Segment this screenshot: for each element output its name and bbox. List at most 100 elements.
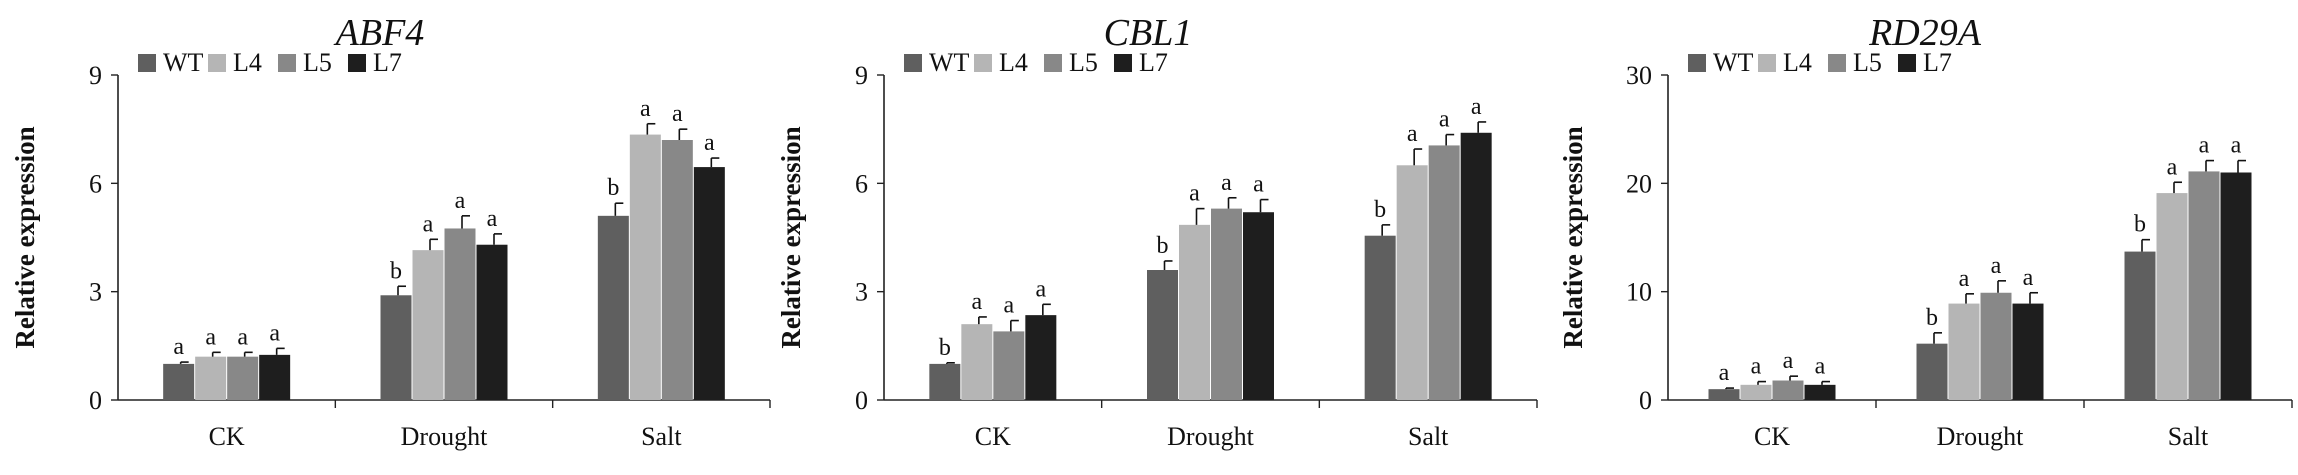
significance-label: a bbox=[640, 96, 651, 122]
legend-label-l5: L5 bbox=[1853, 48, 1882, 77]
bar-l4-salt bbox=[629, 134, 661, 401]
legend-label-wt: WT bbox=[929, 48, 970, 77]
significance-label: a bbox=[269, 320, 280, 346]
significance-label: a bbox=[672, 101, 683, 127]
y-tick-label: 0 bbox=[89, 386, 102, 415]
bar-l7-ck bbox=[1804, 384, 1836, 400]
x-tick-label: Drought bbox=[1167, 422, 1254, 451]
legend-swatch-wt bbox=[1688, 54, 1706, 72]
legend-label-wt: WT bbox=[163, 48, 204, 77]
significance-label: a bbox=[2199, 133, 2210, 159]
x-tick-label: CK bbox=[209, 422, 245, 451]
bar-l5-ck bbox=[227, 356, 259, 400]
y-tick-label: 6 bbox=[855, 169, 868, 198]
significance-label: a bbox=[1439, 107, 1450, 133]
bar-wt-ck bbox=[163, 363, 195, 400]
legend-swatch-wt bbox=[138, 54, 156, 72]
significance-label: b bbox=[1374, 197, 1386, 223]
significance-label: a bbox=[2023, 265, 2034, 291]
bar-wt-drought bbox=[1916, 343, 1948, 400]
significance-label: a bbox=[1991, 253, 2002, 279]
x-tick-label: Drought bbox=[1937, 422, 2024, 451]
bar-l5-salt bbox=[1428, 145, 1460, 400]
significance-label: a bbox=[423, 211, 434, 237]
significance-label: a bbox=[1471, 94, 1482, 120]
legend-label-l7: L7 bbox=[1139, 48, 1168, 77]
significance-label: a bbox=[704, 130, 715, 156]
bar-l5-ck bbox=[993, 331, 1025, 400]
bar-l5-drought bbox=[1980, 292, 2012, 400]
bar-l7-drought bbox=[2012, 303, 2044, 400]
significance-label: a bbox=[1253, 172, 1264, 198]
significance-label: a bbox=[237, 324, 248, 350]
x-tick-label: Salt bbox=[1408, 422, 1449, 451]
legend-swatch-l7 bbox=[348, 54, 366, 72]
y-tick-label: 6 bbox=[89, 169, 102, 198]
bar-l4-salt bbox=[2156, 193, 2188, 400]
significance-label: a bbox=[1036, 276, 1047, 302]
legend-label-wt: WT bbox=[1713, 48, 1754, 77]
significance-label: a bbox=[173, 334, 184, 360]
bar-wt-salt bbox=[1364, 235, 1396, 400]
chart-title: RD29A bbox=[1868, 12, 1982, 54]
bar-wt-ck bbox=[929, 363, 961, 400]
chart-title: ABF4 bbox=[333, 12, 425, 54]
y-axis-label: Relative expression bbox=[776, 126, 806, 348]
significance-label: a bbox=[1189, 181, 1200, 207]
y-tick-label: 9 bbox=[855, 61, 868, 90]
bar-l4-salt bbox=[1396, 165, 1428, 400]
legend-label-l4: L4 bbox=[233, 48, 262, 77]
y-tick-label: 10 bbox=[1626, 278, 1652, 307]
bar-l7-drought bbox=[476, 244, 508, 400]
significance-label: a bbox=[1751, 354, 1762, 380]
significance-label: a bbox=[1221, 170, 1232, 196]
bar-l7-salt bbox=[2220, 172, 2252, 400]
bar-l4-ck bbox=[1740, 384, 1772, 400]
bar-l5-salt bbox=[2188, 171, 2220, 400]
legend-swatch-l4 bbox=[208, 54, 226, 72]
significance-label: a bbox=[972, 289, 983, 315]
legend-swatch-l5 bbox=[278, 54, 296, 72]
legend-swatch-wt bbox=[904, 54, 922, 72]
x-tick-label: Salt bbox=[2168, 422, 2209, 451]
significance-label: a bbox=[455, 188, 466, 214]
significance-label: a bbox=[1004, 293, 1015, 319]
y-tick-label: 0 bbox=[855, 386, 868, 415]
y-tick-label: 9 bbox=[89, 61, 102, 90]
x-tick-label: Salt bbox=[641, 422, 682, 451]
bar-wt-ck bbox=[1708, 389, 1740, 400]
significance-label: a bbox=[1959, 266, 1970, 292]
bar-l5-salt bbox=[661, 140, 693, 400]
significance-label: b bbox=[1157, 233, 1169, 259]
significance-label: a bbox=[1719, 360, 1730, 386]
bar-l7-ck bbox=[1025, 315, 1057, 400]
x-tick-label: CK bbox=[1754, 422, 1790, 451]
significance-label: a bbox=[1815, 354, 1826, 380]
y-axis-label: Relative expression bbox=[10, 126, 40, 348]
legend-swatch-l5 bbox=[1044, 54, 1062, 72]
bar-l4-drought bbox=[1179, 224, 1210, 400]
legend-label-l7: L7 bbox=[373, 48, 402, 77]
legend-swatch-l4 bbox=[974, 54, 992, 72]
y-tick-label: 20 bbox=[1626, 169, 1652, 198]
bar-wt-salt bbox=[2124, 251, 2156, 400]
significance-label: a bbox=[1783, 348, 1794, 374]
bar-l7-ck bbox=[259, 354, 291, 400]
x-tick-label: Drought bbox=[401, 422, 488, 451]
significance-label: b bbox=[607, 175, 619, 201]
legend-swatch-l7 bbox=[1114, 54, 1132, 72]
y-tick-label: 30 bbox=[1626, 61, 1652, 90]
bar-l4-ck bbox=[195, 356, 227, 400]
y-tick-label: 3 bbox=[89, 278, 102, 307]
significance-label: a bbox=[487, 206, 498, 232]
significance-label: b bbox=[390, 258, 402, 284]
bar-l7-drought bbox=[1243, 212, 1274, 400]
significance-label: b bbox=[939, 335, 951, 361]
bar-wt-drought bbox=[1147, 270, 1178, 400]
legend-label-l5: L5 bbox=[1069, 48, 1098, 77]
significance-label: a bbox=[205, 324, 216, 350]
legend-swatch-l5 bbox=[1828, 54, 1846, 72]
chart-title: CBL1 bbox=[1104, 12, 1193, 54]
